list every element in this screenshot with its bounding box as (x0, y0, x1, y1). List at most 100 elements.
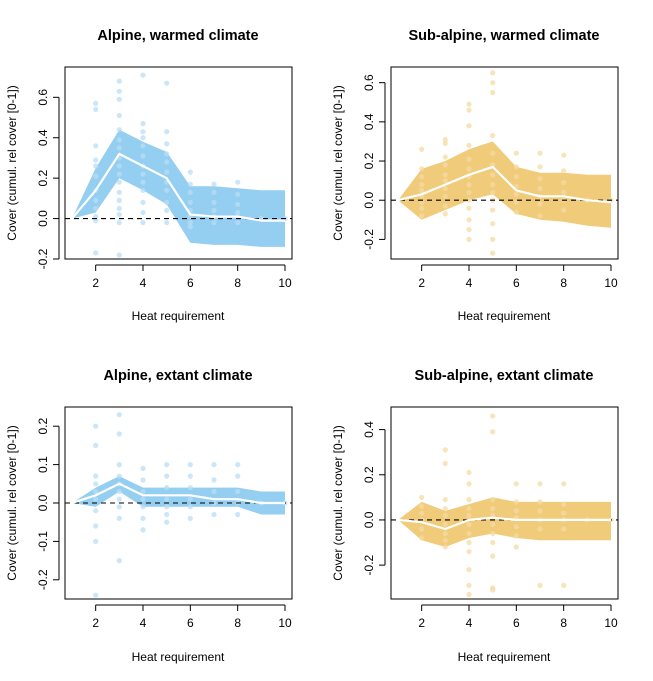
data-point (419, 146, 425, 152)
x-tick-label: 6 (513, 616, 520, 630)
data-point (561, 207, 567, 213)
data-point (537, 582, 543, 589)
data-point (93, 163, 99, 169)
data-point (211, 488, 217, 495)
data-point (93, 523, 99, 529)
data-point (211, 181, 217, 187)
data-point (490, 80, 496, 86)
data-point (466, 227, 472, 233)
data-point (442, 521, 448, 528)
data-point (140, 179, 146, 185)
y-tick-label: -0.1 (36, 531, 50, 552)
data-point (490, 172, 496, 178)
data-point (419, 205, 425, 211)
data-point (490, 89, 496, 96)
data-point (419, 213, 425, 219)
plot-area: 2 4 6 8 10 -0.2 0.0 0.2 0.4 0.6 (362, 66, 619, 290)
data-point (466, 521, 472, 528)
data-point (561, 526, 567, 532)
data-point (116, 211, 122, 218)
data-point (164, 220, 170, 226)
data-point (419, 174, 425, 180)
data-point (442, 512, 448, 519)
data-point (93, 218, 99, 224)
data-point (537, 201, 543, 207)
data-point (442, 140, 448, 146)
plot-area: 2 4 6 8 10 -0.2 -0.1 0.0 0.1 0.2 (36, 406, 293, 630)
data-point (561, 168, 567, 174)
data-point (466, 567, 472, 573)
data-point (490, 221, 496, 227)
data-point (116, 88, 122, 94)
data-point (187, 181, 193, 187)
x-axis-label: Heat requirement (132, 650, 225, 664)
data-point (140, 121, 146, 127)
data-point (466, 107, 472, 113)
data-point (164, 169, 170, 175)
data-point (93, 157, 99, 163)
data-point (442, 136, 448, 143)
data-point (187, 199, 193, 205)
data-point (466, 197, 472, 203)
x-tick-label: 8 (234, 276, 241, 290)
data-point (93, 488, 99, 495)
data-point (187, 462, 193, 468)
x-tick-label: 10 (278, 616, 292, 630)
data-point (442, 447, 448, 453)
plot-content (391, 70, 618, 256)
data-point (211, 207, 217, 214)
y-tick-label: 0.0 (36, 210, 50, 227)
data-point (513, 524, 519, 530)
y-tick-label: 0.1 (36, 456, 50, 473)
data-point (442, 460, 448, 467)
data-point (164, 199, 170, 205)
data-point (140, 496, 146, 502)
data-point (140, 477, 146, 483)
mean-line (397, 516, 611, 531)
y-axis-label: Cover (cumul. rel cover [0-1]) (5, 85, 19, 240)
data-point (116, 112, 122, 119)
data-point (164, 80, 170, 86)
data-point (164, 187, 170, 193)
data-point (116, 127, 122, 133)
data-point (442, 211, 448, 217)
data-point (140, 153, 146, 159)
data-point (116, 171, 122, 177)
x-tick-label: 10 (604, 276, 618, 290)
data-point (466, 205, 472, 211)
data-point (93, 473, 99, 479)
data-point (93, 423, 99, 429)
data-point (490, 539, 496, 546)
data-point (235, 191, 241, 197)
plot-frame (64, 66, 293, 260)
data-point (116, 189, 122, 195)
data-point (537, 481, 543, 487)
data-point (140, 220, 146, 226)
data-point (116, 137, 122, 143)
data-point (442, 506, 448, 512)
plot-area: 2 4 6 8 10 -0.2 0.0 0.2 0.4 0.6 (36, 66, 293, 290)
data-point (93, 143, 99, 149)
data-point (490, 497, 496, 503)
data-point (513, 544, 519, 550)
data-point (442, 172, 448, 178)
data-point (93, 508, 99, 514)
data-point (561, 501, 567, 507)
data-point (513, 150, 519, 156)
data-point (93, 481, 99, 487)
y-tick-label: -0.2 (36, 569, 50, 590)
x-tick-label: 4 (140, 276, 147, 290)
data-point (140, 504, 146, 510)
x-tick-label: 8 (234, 616, 241, 630)
data-point (490, 133, 496, 139)
data-point (116, 220, 122, 226)
confidence-band (398, 141, 611, 228)
x-tick-label: 2 (418, 616, 425, 630)
data-point (490, 587, 496, 593)
data-point (466, 156, 472, 162)
y-tick-label: 0.4 (36, 129, 50, 146)
data-point (116, 515, 122, 522)
data-point (561, 152, 567, 158)
data-point (537, 499, 543, 505)
data-point (211, 477, 217, 483)
